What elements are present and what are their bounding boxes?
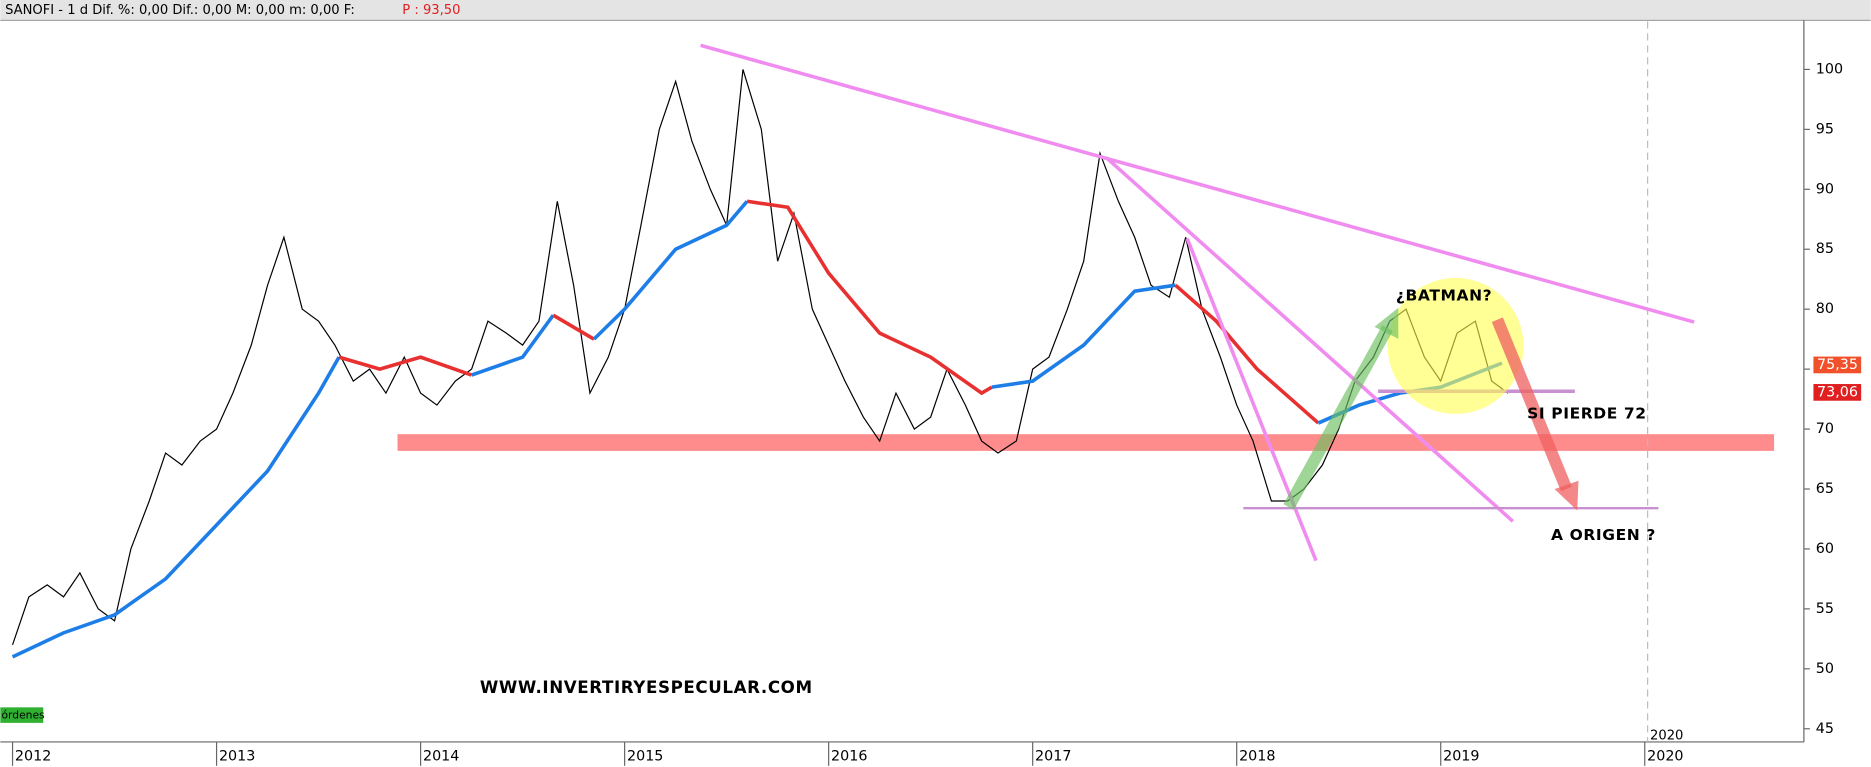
highlight-circle xyxy=(1387,277,1524,414)
annotation: SI PIERDE 72 xyxy=(1527,404,1647,422)
arrow-down-head xyxy=(1554,480,1579,511)
orders-label[interactable]: órdenes xyxy=(2,709,46,722)
annotation: ¿BATMAN? xyxy=(1396,286,1492,304)
x-tick-label: 2012 xyxy=(15,748,51,764)
moving-average xyxy=(471,314,555,377)
y-tick-label: 60 xyxy=(1816,541,1834,557)
moving-average xyxy=(552,313,595,341)
moving-average xyxy=(1174,283,1320,425)
x-tick-label: 2016 xyxy=(831,748,867,764)
moving-average xyxy=(592,200,749,341)
price-marker xyxy=(1813,356,1862,374)
y-tick-label: 65 xyxy=(1816,481,1834,497)
moving-average xyxy=(11,356,341,659)
price-line xyxy=(11,69,1509,646)
price-marker-label: 75,35 xyxy=(1817,357,1858,373)
y-tick-label: 80 xyxy=(1816,301,1834,317)
year-label: 2020 xyxy=(1650,728,1683,743)
watermark: WWW.INVERTIRYESPECULAR.COM xyxy=(480,678,813,697)
y-tick-label: 50 xyxy=(1816,661,1834,677)
x-tick-label: 2013 xyxy=(219,748,255,764)
header-price: P : 93,50 xyxy=(402,3,460,18)
moving-average xyxy=(991,283,1176,389)
moving-average xyxy=(746,199,993,396)
x-tick-label: 2019 xyxy=(1443,748,1479,764)
x-tick-label: 2014 xyxy=(423,748,459,764)
arrow-up-head xyxy=(1374,307,1399,339)
y-tick-label: 45 xyxy=(1816,721,1834,737)
y-tick-label: 90 xyxy=(1816,181,1834,197)
y-tick-label: 95 xyxy=(1816,121,1834,137)
x-tick-label: 2017 xyxy=(1035,748,1071,764)
x-tick-label: 2015 xyxy=(627,748,663,764)
trendline xyxy=(1104,156,1515,523)
trendline xyxy=(700,43,1695,324)
annotation: A ORIGEN ? xyxy=(1551,526,1656,544)
x-tick-label: 2018 xyxy=(1239,748,1275,764)
x-tick-label: 2020 xyxy=(1647,748,1683,764)
header-bar xyxy=(0,0,1871,20)
y-tick-label: 70 xyxy=(1816,421,1834,437)
arrow-up xyxy=(1283,325,1393,510)
support-band xyxy=(397,434,1775,451)
price-marker xyxy=(1813,384,1862,401)
price-marker-label: 73,06 xyxy=(1817,384,1858,400)
arrow-down xyxy=(1491,317,1573,492)
y-tick-label: 100 xyxy=(1816,61,1843,77)
moving-average xyxy=(338,355,473,377)
y-tick-label: 55 xyxy=(1816,601,1834,617)
y-tick-label: 85 xyxy=(1816,241,1834,257)
orders-badge[interactable] xyxy=(0,707,44,723)
header-text: SANOFI - 1 d Dif. %: 0,00 Dif.: 0,00 M: … xyxy=(5,3,355,18)
